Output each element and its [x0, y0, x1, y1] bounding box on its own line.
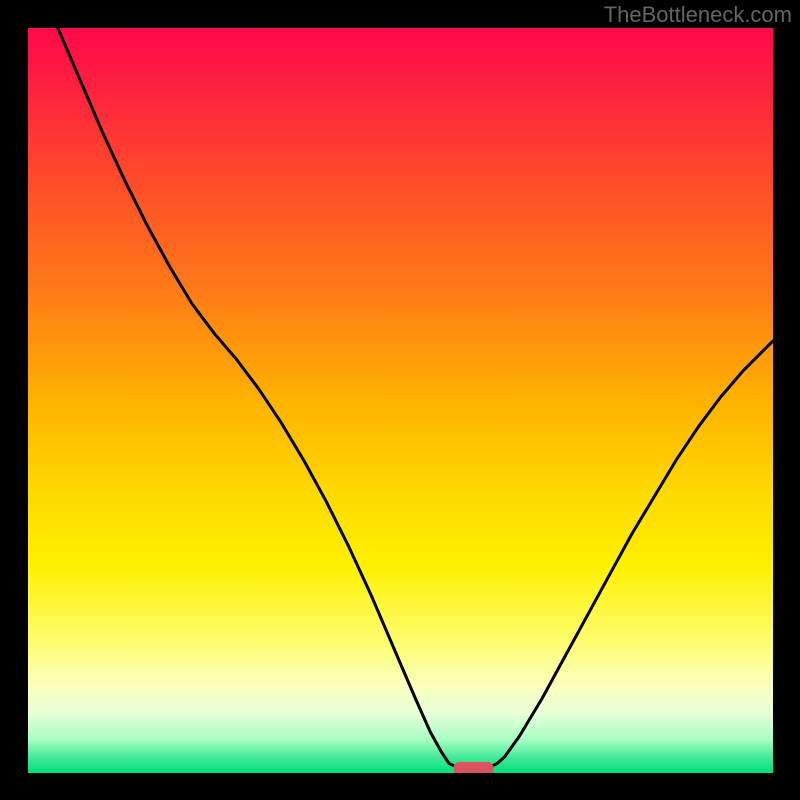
optimal-marker	[453, 762, 493, 773]
chart-container: TheBottleneck.com	[0, 0, 800, 800]
plot-svg	[28, 28, 773, 773]
watermark-text: TheBottleneck.com	[604, 2, 792, 28]
plot-area	[28, 28, 773, 773]
